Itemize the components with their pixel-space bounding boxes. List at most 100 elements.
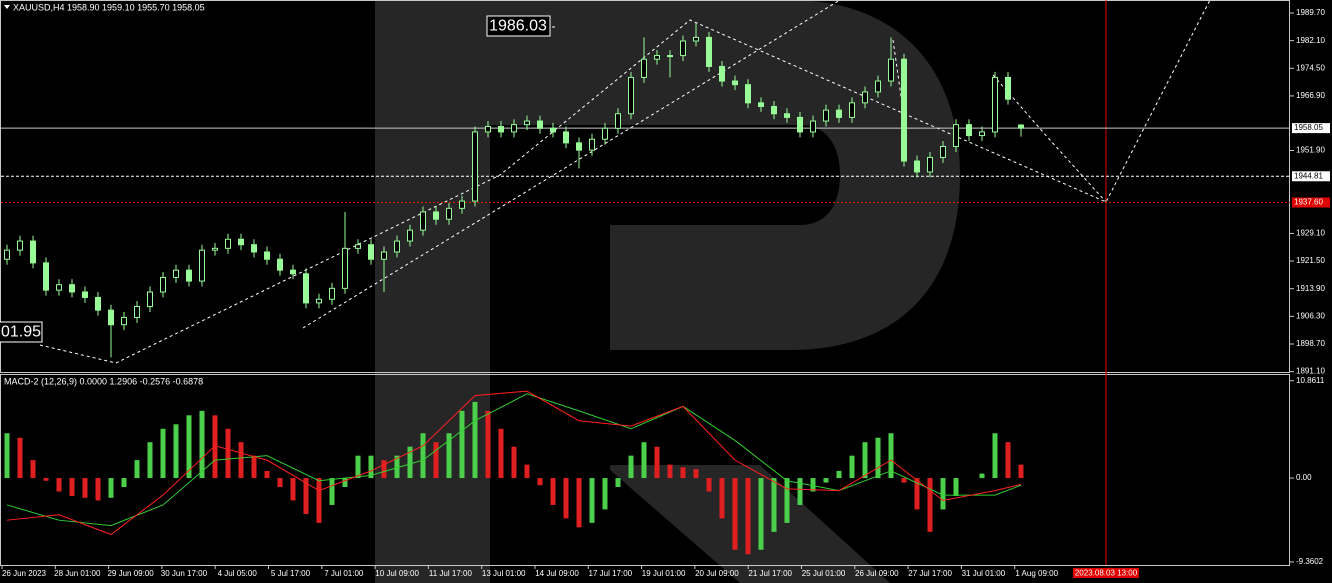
macd-bar xyxy=(927,478,933,532)
candle-body xyxy=(69,284,75,293)
macd-bar xyxy=(732,478,738,550)
x-tick-label: 26 Jun 2023 xyxy=(2,569,47,578)
candle-body xyxy=(823,109,829,122)
candle-body xyxy=(1005,76,1011,100)
candle-body xyxy=(472,131,478,202)
candle-body xyxy=(589,138,595,151)
candle-body xyxy=(95,296,101,311)
macd-bar xyxy=(316,478,322,523)
y-tick-label: 1929.10 xyxy=(1296,229,1325,238)
candle-body xyxy=(368,244,374,260)
macd-bar xyxy=(17,437,23,479)
macd-bar xyxy=(901,478,907,483)
x-tick-label: 4 Jul 05:00 xyxy=(218,569,258,578)
macd-bar xyxy=(953,478,959,496)
macd-bar xyxy=(121,478,127,488)
annotation: 1986.03 xyxy=(489,18,547,35)
macd-bar xyxy=(537,478,543,486)
macd-bar xyxy=(680,467,686,479)
candle-body xyxy=(212,247,218,251)
macd-bar xyxy=(69,478,75,496)
y-tick-label: 0.00 xyxy=(1296,473,1312,482)
macd-bar xyxy=(836,470,842,479)
candle-body xyxy=(160,276,166,293)
candle-body xyxy=(615,113,621,129)
macd-bar xyxy=(706,478,712,492)
candle-body xyxy=(30,240,36,264)
x-tick-label: 7 Jul 01:00 xyxy=(324,569,364,578)
candle-body xyxy=(810,120,816,133)
y-tick-label: 1891.10 xyxy=(1296,367,1325,376)
candle-body xyxy=(238,238,244,246)
candle-body xyxy=(355,244,361,249)
candle-body xyxy=(420,211,426,231)
macd-bar xyxy=(615,478,621,488)
candle-body xyxy=(628,76,634,115)
candle-body xyxy=(602,127,608,140)
y-tick-label: 1921.50 xyxy=(1296,256,1325,265)
price-level-box xyxy=(1292,171,1330,182)
x-tick-label: 20 Jul 09:00 xyxy=(695,569,739,578)
y-tick-label: 1898.70 xyxy=(1296,339,1325,348)
price-level-box xyxy=(1292,123,1330,134)
macd-bar xyxy=(225,428,231,479)
candle-body xyxy=(225,238,231,249)
macd-bar xyxy=(199,410,205,479)
candle-body xyxy=(706,36,712,67)
macd-pane-frame xyxy=(0,374,1290,566)
macd-bar xyxy=(550,478,556,505)
candle-body xyxy=(550,127,556,133)
candle-body xyxy=(745,84,751,104)
macd-bar xyxy=(407,446,413,479)
candle-body xyxy=(849,102,855,118)
y-tick-label: 1982.10 xyxy=(1296,36,1325,45)
candle-body xyxy=(56,284,62,291)
candle-body xyxy=(329,287,335,300)
macd-line xyxy=(6,393,1022,527)
candle-body xyxy=(459,200,465,209)
candle-body xyxy=(576,142,582,151)
macd-bar xyxy=(43,478,49,481)
macd-bar xyxy=(875,437,881,479)
y-tick-label: 1951.90 xyxy=(1296,146,1325,155)
candle-body xyxy=(199,249,205,282)
candle-body xyxy=(17,240,23,251)
macd-bar xyxy=(641,442,647,479)
macd-bar xyxy=(758,478,764,550)
candle-body xyxy=(953,124,959,147)
candle-body xyxy=(693,36,699,42)
macd-bar xyxy=(186,415,192,479)
candle-body xyxy=(381,251,387,260)
x-tick-label: 19 Jul 01:00 xyxy=(642,569,686,578)
x-tick-label: 31 Jul 01:00 xyxy=(962,569,1006,578)
macd-bar xyxy=(355,455,361,479)
price-level-label: 1937.60 xyxy=(1294,198,1323,207)
macd-bar xyxy=(420,433,426,479)
candle-body xyxy=(121,316,127,326)
annotation-box xyxy=(486,15,551,37)
candle-body xyxy=(667,55,673,58)
macd-bar xyxy=(498,428,504,479)
menu-arrow xyxy=(4,5,10,9)
price-level-box xyxy=(1292,197,1330,208)
candle-body xyxy=(797,116,803,133)
candle-body xyxy=(524,120,530,126)
x-tick-label: 29 Jun 09:00 xyxy=(107,569,154,578)
candle-body xyxy=(836,109,842,118)
candle-body xyxy=(277,258,283,271)
macd-bar xyxy=(862,442,868,479)
macd-bar xyxy=(4,433,10,479)
candle-body xyxy=(134,306,140,318)
macd-bar xyxy=(979,473,985,479)
y-tick-label: 1913.90 xyxy=(1296,284,1325,293)
x-tick-label: 13 Jul 01:00 xyxy=(482,569,526,578)
macd-bar xyxy=(563,478,569,519)
candle-body xyxy=(992,76,998,133)
candle-body xyxy=(342,247,348,289)
y-tick-label: 10.8611 xyxy=(1296,376,1325,385)
y-tick-label: 1974.50 xyxy=(1296,63,1325,72)
price-level-label: 1944.81 xyxy=(1294,171,1323,180)
x-tick-label: 14 Jul 09:00 xyxy=(535,569,579,578)
candle-body xyxy=(901,58,907,162)
